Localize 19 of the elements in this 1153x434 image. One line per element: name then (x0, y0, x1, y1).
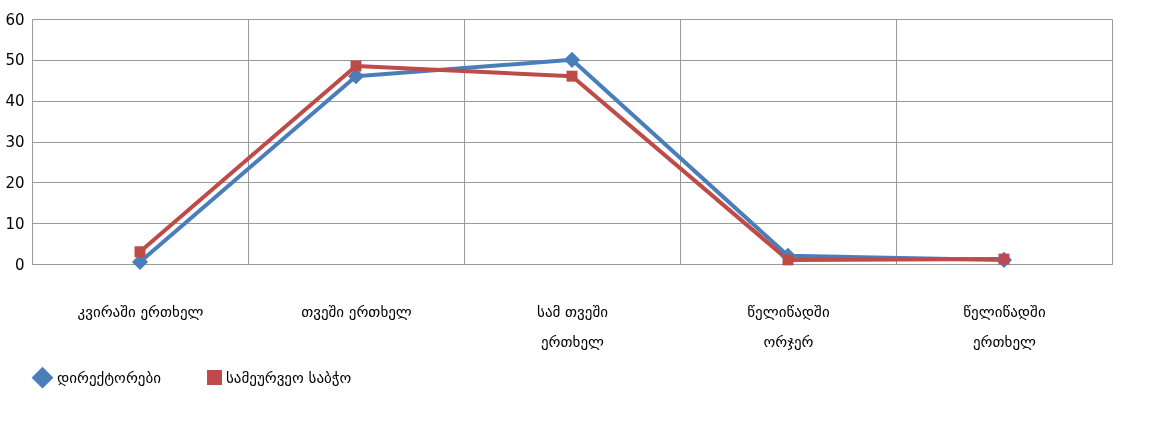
y-tick-label: 30 (5, 133, 25, 151)
legend-label: დირექტორები (57, 368, 162, 387)
point (566, 70, 578, 82)
x-tick-label: თვეში ერთხელ (301, 302, 412, 321)
legend-label: სამეურვეო საბჭო (226, 368, 352, 387)
x-tick-label: წელიწადში ორჯერ (747, 302, 830, 351)
point (350, 60, 362, 72)
y-tick-label: 60 (5, 10, 25, 29)
x-tick-label: სამ თვეში ერთხელ (537, 302, 609, 351)
y-tick-label: 10 (5, 214, 25, 233)
y-tick-label: 50 (5, 51, 25, 70)
y-tick-label: 0 (14, 255, 25, 274)
point (134, 246, 146, 258)
x-tick-label: წელიწადში ერთხელ (963, 302, 1046, 351)
point (782, 254, 794, 266)
point (563, 51, 581, 68)
x-tick-label: კვირაში ერთხელ (77, 302, 204, 321)
y-tick-label: 20 (5, 173, 25, 192)
y-tick-label: 40 (5, 92, 25, 111)
